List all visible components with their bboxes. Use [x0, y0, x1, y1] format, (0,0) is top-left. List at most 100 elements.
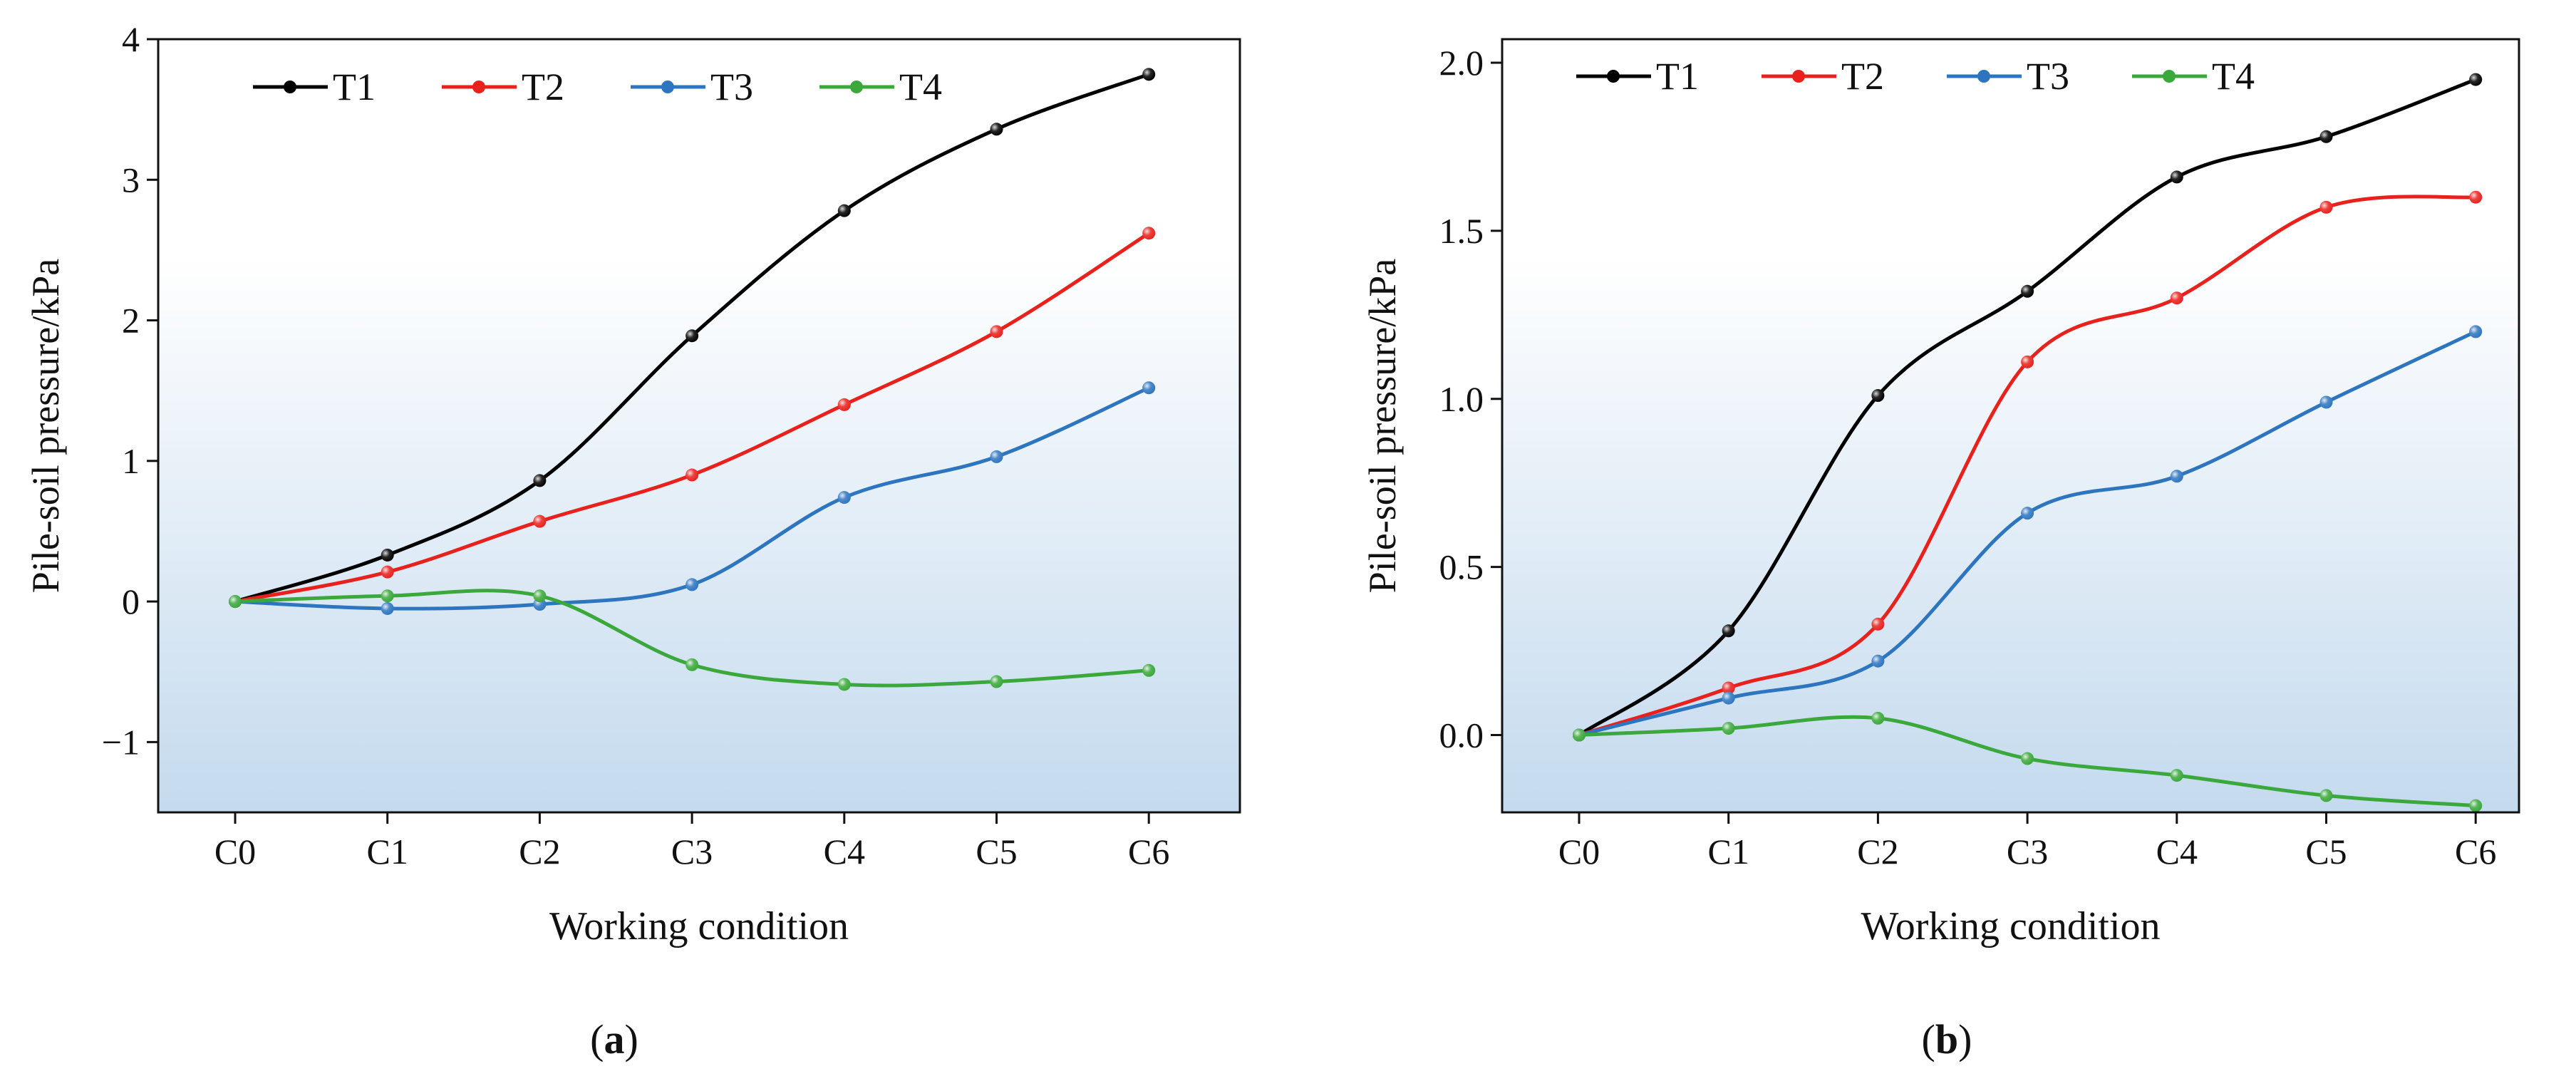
y-tick-label: 1	[122, 441, 140, 481]
data-point-highlight	[686, 468, 699, 482]
caption-b-open: (	[1922, 1016, 1935, 1062]
y-tick-label: 1.5	[1439, 211, 1484, 251]
data-point-highlight	[381, 589, 394, 603]
y-tick-label: 0	[122, 581, 140, 621]
data-point-highlight	[2469, 799, 2483, 812]
x-tick-label: C2	[519, 832, 560, 871]
x-tick-label: C6	[1128, 832, 1169, 871]
x-tick-label: C1	[1708, 832, 1749, 871]
legend-marker-T4	[2163, 70, 2176, 83]
data-point-highlight	[990, 325, 1003, 338]
data-point-highlight	[1722, 681, 1735, 695]
legend-marker-T2	[1792, 70, 1805, 83]
data-point-highlight	[1722, 722, 1735, 735]
plot-frame	[1501, 38, 2520, 814]
data-point-highlight	[990, 675, 1003, 688]
y-tick-label: 3	[122, 160, 140, 200]
data-point-highlight	[2170, 291, 2183, 305]
plot-frame	[157, 38, 1241, 814]
legend-label-T2: T2	[522, 66, 564, 108]
data-point-highlight	[381, 548, 394, 562]
data-point-highlight	[381, 565, 394, 579]
data-point-highlight	[686, 578, 699, 591]
x-tick-label: C2	[1857, 832, 1898, 871]
data-point-highlight	[686, 329, 699, 343]
legend-label-T1: T1	[1656, 55, 1699, 98]
y-tick-label: 0.5	[1439, 547, 1484, 587]
data-point-highlight	[229, 595, 242, 609]
data-point-highlight	[1142, 68, 1156, 81]
y-tick-label: 1.0	[1439, 379, 1484, 419]
legend-marker-T4	[850, 81, 863, 93]
data-point-highlight	[2319, 789, 2333, 802]
caption-b: (b)	[1922, 1016, 1972, 1062]
legend-marker-T3	[661, 81, 674, 93]
caption-a: (a)	[590, 1016, 638, 1062]
legend-marker-T2	[472, 81, 485, 93]
legend-marker-T1	[284, 81, 296, 93]
y-tick-label: −1	[102, 722, 140, 762]
chart-panel-a: −1 0 1 2 3 4 C0 C1 C2 C3 C4 C5 C6 Working condition Pi…	[24, 19, 1241, 948]
legend-label-T4: T4	[2212, 55, 2255, 98]
x-tick-label: C3	[671, 832, 713, 871]
data-point-highlight	[533, 514, 547, 528]
data-point-highlight	[2469, 325, 2483, 338]
caption-a-letter: a	[604, 1016, 625, 1062]
y-tick-label: 4	[122, 19, 140, 59]
y-tick-label: 0.0	[1439, 715, 1484, 755]
data-point-highlight	[1722, 624, 1735, 638]
legend-label-T4: T4	[899, 66, 942, 108]
data-point-highlight	[2021, 752, 2034, 765]
x-tick-label: C5	[2305, 832, 2347, 871]
data-point-highlight	[2319, 200, 2333, 214]
data-point-highlight	[1573, 728, 1586, 742]
data-point-highlight	[1871, 389, 1885, 403]
data-point-highlight	[990, 450, 1003, 463]
data-point-highlight	[990, 123, 1003, 136]
data-point-highlight	[1871, 617, 1885, 631]
caption-b-close: )	[1958, 1016, 1972, 1062]
data-point-highlight	[837, 398, 851, 411]
x-tick-label: C4	[824, 832, 865, 871]
data-point-highlight	[2319, 130, 2333, 143]
x-tick-label: C1	[367, 832, 408, 871]
x-tick-label: C5	[976, 832, 1017, 871]
plot-background	[158, 39, 1240, 812]
legend-label-T3: T3	[2027, 55, 2069, 98]
x-tick-label: C4	[2156, 832, 2198, 871]
legend-label-T2: T2	[1841, 55, 1884, 98]
data-point-highlight	[2170, 769, 2183, 782]
legend-label-T3: T3	[710, 66, 753, 108]
legend-marker-T1	[1607, 70, 1620, 83]
data-point-highlight	[2170, 470, 2183, 483]
data-point-highlight	[1871, 711, 1885, 725]
x-tick-label: C3	[2007, 832, 2048, 871]
data-point-highlight	[837, 678, 851, 691]
caption-a-close: )	[625, 1016, 638, 1062]
y-tick-label: 2	[122, 301, 140, 341]
data-point-highlight	[2021, 355, 2034, 368]
caption-b-letter: b	[1935, 1016, 1958, 1062]
data-point-highlight	[1142, 663, 1156, 677]
x-tick-label: C0	[1558, 832, 1600, 871]
data-point-highlight	[837, 491, 851, 505]
plot-background	[1502, 39, 2519, 812]
y-axis-label: Pile-soil pressure/kPa	[24, 259, 67, 593]
legend-marker-T3	[1977, 70, 1990, 83]
chart-panel-b: 0.0 0.5 1.0 1.5 2.0 C0 C1 C2 C3 C4 C5 C6 Working con…	[1361, 38, 2520, 948]
caption-a-open: (	[590, 1016, 604, 1062]
data-point-highlight	[533, 589, 547, 603]
data-point-highlight	[533, 474, 547, 487]
data-point-highlight	[1722, 691, 1735, 705]
data-point-highlight	[2021, 507, 2034, 520]
data-point-highlight	[1142, 227, 1156, 240]
data-point-highlight	[2469, 190, 2483, 204]
data-point-highlight	[2469, 73, 2483, 86]
data-point-highlight	[2170, 170, 2183, 184]
y-tick-label: 2.0	[1439, 43, 1484, 83]
data-point-highlight	[837, 204, 851, 217]
x-tick-label: C6	[2455, 832, 2496, 871]
x-axis-label: Working condition	[1861, 904, 2160, 948]
data-point-highlight	[686, 658, 699, 671]
